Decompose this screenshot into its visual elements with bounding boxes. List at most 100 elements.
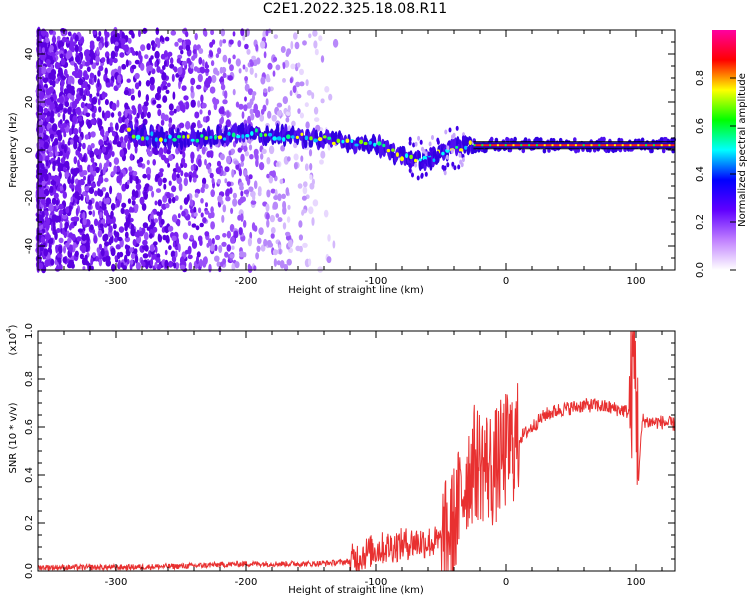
ridge-body-point	[661, 148, 666, 154]
spectrogram-noise-point	[43, 168, 48, 174]
spectrogram-noise-point	[66, 152, 69, 160]
spectrogram-noise-point	[178, 122, 185, 129]
spectrogram-noise-point	[78, 136, 82, 143]
ridge-core-point	[300, 132, 304, 136]
ridge-core-point	[418, 158, 422, 162]
spectrogram-noise-point	[298, 220, 303, 228]
spectrogram-noise-point	[290, 40, 294, 50]
spectrogram-noise-point	[106, 56, 110, 65]
spectrogram-noise-point	[221, 214, 225, 223]
spectrogram-noise-point	[280, 46, 286, 53]
ridge-body-point	[436, 154, 440, 164]
spectrogram-noise-point	[44, 46, 49, 54]
spectrogram-noise-point	[272, 56, 278, 62]
spectrogram-noise-point	[154, 261, 158, 269]
ridge-core-point	[373, 142, 377, 147]
ridge-core-point	[327, 136, 332, 140]
spectrogram-noise-point	[215, 234, 221, 241]
spectrogram-noise-point	[103, 209, 109, 216]
spectrogram-noise-point	[281, 193, 286, 199]
spectrogram-noise-point	[112, 131, 117, 137]
spectrogram-noise-point	[251, 222, 256, 231]
spectrogram-noise-point	[266, 173, 270, 179]
y-tick-label: -20	[24, 190, 35, 206]
spectrogram-noise-point	[237, 40, 242, 48]
spectrogram-noise-point	[170, 57, 174, 65]
spectrogram-noise-point	[286, 156, 291, 162]
spectrogram-noise-point	[142, 245, 147, 251]
spectrogram-noise-point	[225, 119, 231, 128]
spectrogram-noise-point	[192, 177, 197, 183]
spectrogram-noise-point	[277, 193, 282, 202]
colorbar-tick-label: 0.0	[695, 262, 706, 278]
spectrogram-noise-point	[176, 173, 180, 179]
spectrogram-noise-point	[204, 231, 210, 237]
spectrogram-noise-point	[168, 103, 174, 111]
ridge-core-point	[135, 134, 141, 140]
spectrogram-noise-point	[260, 153, 264, 160]
spectrogram-noise-point	[202, 59, 205, 67]
spectrogram-noise-point	[260, 76, 266, 85]
spectrogram-noise-point	[63, 108, 68, 114]
spectrogram-noise-point	[41, 65, 47, 75]
spectrogram-noise-point	[287, 105, 291, 113]
spectrogram-noise-point	[209, 150, 214, 159]
spectrogram-noise-point	[235, 163, 240, 170]
ridge-core-point	[145, 136, 149, 141]
ridge-core-point	[163, 138, 167, 143]
tone-band-speck	[512, 144, 515, 147]
spectrogram-noise-point	[144, 261, 149, 270]
spectrogram-noise-point	[139, 196, 145, 205]
spectrogram-noise-point	[39, 91, 45, 100]
ridge-core-point	[209, 135, 213, 139]
spectrogram-noise-point	[66, 50, 73, 59]
colorbar: 0.0 0.2 0.4 0.6 0.8 Normalized spectral ampl…	[695, 30, 748, 278]
spectrogram-noise-point	[224, 90, 228, 99]
spectrogram-noise-point	[171, 214, 178, 223]
ridge-body-point	[303, 138, 308, 149]
spectrogram-noise-point	[220, 28, 226, 37]
ridge-core-point	[291, 135, 295, 139]
spectrogram-noise-point	[96, 247, 100, 254]
spectrogram-noise-point	[320, 150, 326, 159]
spectrogram-noise-point	[135, 183, 142, 191]
spectrogram-noise-point	[174, 250, 178, 258]
spectrogram-noise-point	[209, 50, 214, 58]
spectrogram-noise-point	[232, 198, 238, 207]
spectrogram-noise-point	[129, 259, 134, 265]
ridge-spread-point	[458, 152, 462, 158]
spectrogram-noise-point	[59, 150, 63, 157]
spectrogram-noise-point	[270, 227, 276, 234]
spectrogram-noise-point	[90, 143, 95, 149]
spectrogram-noise-point	[71, 95, 75, 102]
spectrogram-noise-point	[87, 150, 91, 155]
spectrogram-noise-point	[162, 234, 167, 241]
ridge-spread-point	[431, 135, 434, 140]
tone-band-speck	[582, 144, 585, 147]
spectrogram-noise-point	[292, 85, 297, 93]
spectrogram-noise-point	[99, 223, 104, 228]
spectrogram-noise-point	[250, 200, 257, 205]
spectrogram-noise-point	[167, 225, 174, 232]
spectrogram-noise-point	[300, 155, 304, 162]
spectrogram-noise-point	[190, 85, 194, 93]
spectrogram-noise-point	[272, 70, 276, 77]
spectrogram-noise-point	[130, 88, 135, 94]
spectrogram-noise-point	[150, 258, 154, 266]
spectrogram-noise-point	[44, 173, 49, 182]
ridge-spread-point	[450, 148, 454, 154]
spectrogram-noise-point	[61, 75, 67, 81]
spectrogram-noise-point	[237, 147, 243, 153]
spectrogram-noise-point	[232, 192, 237, 199]
spectrogram-noise-point	[61, 36, 67, 43]
spectrogram-noise-point	[251, 91, 257, 96]
spectrogram-noise-point	[269, 214, 275, 223]
spectrogram-noise-point	[61, 214, 68, 220]
spectrogram-noise-point	[124, 118, 130, 125]
spectrogram-noise-point	[229, 64, 234, 72]
ridge-core-point	[441, 151, 445, 156]
snr-y-label: SNR (10 * v/v)	[8, 402, 19, 473]
spectrogram-noise-point	[139, 55, 143, 61]
spectrogram-noise-point	[219, 39, 223, 47]
